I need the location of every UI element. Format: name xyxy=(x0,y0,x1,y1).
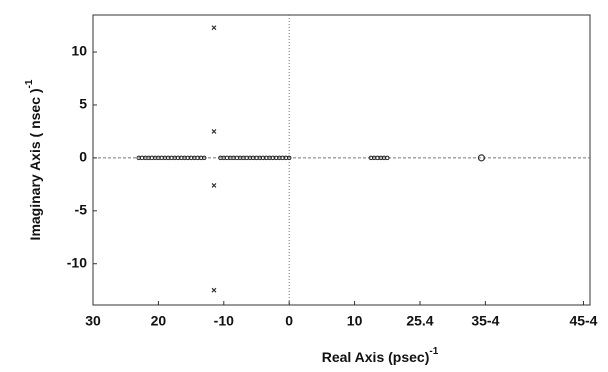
x-tick-label: 0 xyxy=(285,313,293,329)
plot-frame xyxy=(92,14,591,306)
x-tick-label: 25.4 xyxy=(406,313,433,329)
pole-marker xyxy=(211,287,217,293)
pole-marker xyxy=(211,128,217,134)
x-tick-label: -10 xyxy=(214,313,234,329)
point-marker xyxy=(201,155,207,161)
y-tick-label: -5 xyxy=(75,202,88,218)
x-tick-label: 20 xyxy=(151,313,167,329)
x-tick-label: 10 xyxy=(347,313,363,329)
y-tick-label: -10 xyxy=(67,254,87,270)
pole-marker xyxy=(211,25,217,31)
x-axis-label: Real Axis (psec)-1 xyxy=(322,346,439,365)
x-tick-label: 35-4 xyxy=(471,313,499,329)
y-tick-label: 0 xyxy=(79,149,87,165)
y-axis-label: Imaginary Axis ( nsec )-1 xyxy=(24,79,43,240)
point-marker xyxy=(384,155,390,161)
y-tick-label: 10 xyxy=(71,43,87,59)
y-tick-label: 5 xyxy=(79,96,87,112)
zero-marker xyxy=(477,154,486,162)
pole-marker xyxy=(211,182,217,188)
point-marker xyxy=(286,155,292,161)
x-tick-label: 30 xyxy=(85,313,101,329)
x-tick-label: 45-4 xyxy=(569,313,597,329)
